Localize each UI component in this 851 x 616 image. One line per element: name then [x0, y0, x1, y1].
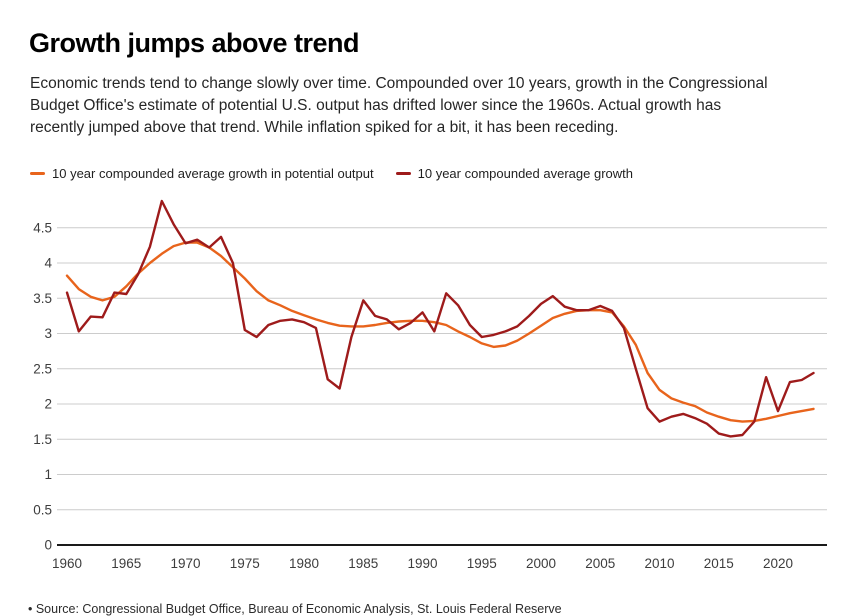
actual-growth-line — [65, 199, 815, 438]
x-axis-tick-label: 1995 — [467, 556, 497, 571]
x-axis-tick-label: 1985 — [348, 556, 378, 571]
chart-description: Economic trends tend to change slowly ov… — [30, 74, 768, 136]
potential-output-line — [65, 241, 815, 423]
x-axis-tick-label: 1970 — [170, 556, 200, 571]
y-axis-tick-label: 1 — [44, 467, 52, 482]
y-axis-tick-label: 2 — [44, 397, 52, 412]
x-axis-tick-label: 2005 — [585, 556, 615, 571]
legend-item-potential-output: 10 year compounded average growth in pot… — [30, 166, 374, 181]
x-axis-tick-label: 1965 — [111, 556, 141, 571]
x-axis-tick-label: 2015 — [704, 556, 734, 571]
x-axis-tick-label: 1990 — [407, 556, 437, 571]
legend-swatch-dark-red — [395, 172, 411, 175]
x-axis-tick-label: 1975 — [230, 556, 260, 571]
y-axis-tick-label: 0.5 — [33, 502, 52, 517]
y-axis-tick-label: 3 — [44, 326, 52, 341]
y-axis-tick-label: 4.5 — [33, 220, 52, 235]
y-axis-tick-label: 3.5 — [33, 291, 52, 306]
legend-label: 10 year compounded average growth in pot… — [52, 166, 374, 181]
y-axis-tick-label: 0 — [44, 538, 52, 553]
x-axis-tick-label: 1960 — [52, 556, 82, 571]
page-title: Growth jumps above trend — [29, 28, 360, 59]
y-axis-tick-label: 1.5 — [33, 432, 52, 447]
x-axis-tick-label: 1980 — [289, 556, 319, 571]
legend-item-actual-growth: 10 year compounded average growth — [395, 166, 633, 181]
x-axis-tick-label: 2000 — [526, 556, 556, 571]
legend-label: 10 year compounded average growth — [417, 166, 633, 181]
chart-legend: 10 year compounded average growth in pot… — [30, 166, 633, 181]
legend-swatch-orange — [30, 172, 45, 175]
y-axis-tick-label: 2.5 — [33, 361, 52, 376]
x-axis-tick-label: 2020 — [763, 556, 793, 571]
y-axis-tick-label: 4 — [44, 256, 52, 271]
x-axis-tick-label: 2010 — [644, 556, 674, 571]
trend-line-chart: 0 0.5 1 1.5 2 2.5 3 3.5 4 4.5 1960 1965 1970 1975 1980… — [33, 199, 827, 571]
source-note: • Source: Congressional Budget Office, B… — [28, 601, 562, 616]
